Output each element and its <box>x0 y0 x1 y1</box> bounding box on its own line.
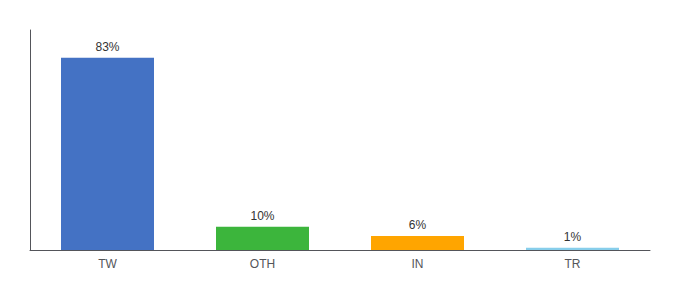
svg-text:1%: 1% <box>564 230 582 244</box>
svg-text:10%: 10% <box>250 209 274 223</box>
svg-text:IN: IN <box>412 257 424 271</box>
svg-text:83%: 83% <box>95 40 119 54</box>
svg-text:TR: TR <box>565 257 581 271</box>
svg-text:6%: 6% <box>409 218 427 232</box>
svg-text:OTH: OTH <box>250 257 275 271</box>
svg-text:TW: TW <box>98 257 117 271</box>
